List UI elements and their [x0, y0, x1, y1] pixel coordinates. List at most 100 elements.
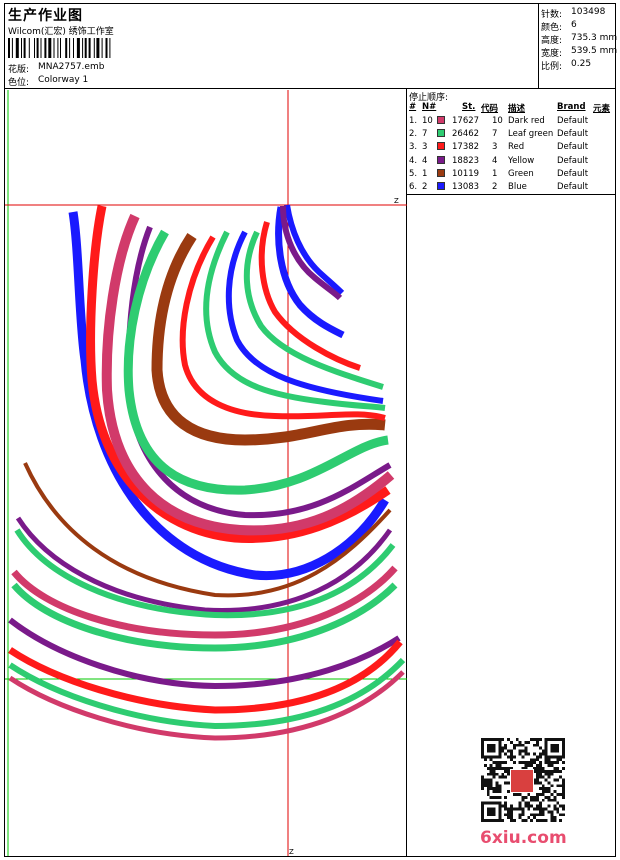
color-code: 10: [492, 116, 503, 126]
stitch-stroke-leaf-green: [123, 229, 389, 495]
stop-row: 2. 7 26462 7 Leaf green Default: [408, 129, 616, 142]
needle-number: 2: [422, 182, 428, 192]
color-swatch: [437, 155, 445, 164]
color-swatch: [437, 142, 445, 151]
col-header-code: 代码: [481, 104, 499, 114]
barcode-bar: [36, 38, 39, 58]
needle-number: 3: [422, 142, 428, 153]
seal-stamp: [510, 769, 534, 793]
table-divider: [406, 194, 616, 195]
thread-brand: Default: [557, 182, 589, 192]
stitch-stroke-leaf-green: [243, 230, 384, 390]
stitch-stroke-dark-red: [8, 670, 405, 741]
stitch-stroke-brown: [23, 462, 392, 598]
color-description: Green: [508, 168, 534, 179]
needle-number: 7: [422, 129, 428, 140]
color-code: 1: [492, 168, 498, 179]
stats-divider: [538, 3, 539, 88]
col-header-n: N#: [422, 102, 437, 112]
guide-mark-bottom: Z: [289, 848, 294, 856]
design-label: 花版:: [8, 65, 30, 75]
barcode-bar: [40, 38, 42, 58]
stat-stitches-label: 针数:: [541, 10, 563, 20]
barcode-bar: [65, 38, 68, 58]
color-swatch: [437, 168, 445, 177]
barcode-bar: [23, 38, 26, 58]
colorway-name: Colorway 1: [38, 75, 89, 85]
barcode-bar: [96, 38, 100, 58]
needle-number: 4: [422, 155, 428, 166]
thread-brand: Default: [557, 142, 589, 153]
thread-brand: Default: [557, 116, 589, 126]
page-title: 生产作业图: [8, 8, 83, 24]
watermark-site: 6xiu.com: [480, 828, 567, 848]
stitch-count: 17382: [452, 142, 480, 153]
barcode-bar: [69, 38, 71, 58]
stop-index: 6.: [409, 182, 418, 192]
stitch-count: 18823: [452, 155, 480, 166]
col-header-hash: #: [409, 102, 417, 112]
col-header-description: 描述: [508, 104, 526, 114]
stat-scale-value: 0.25: [571, 59, 592, 69]
thread-brand: Default: [557, 168, 589, 179]
header-divider: [4, 88, 616, 89]
color-description: Blue: [508, 182, 527, 192]
needle-number: 1: [422, 168, 428, 179]
stitch-stroke-red: [8, 639, 403, 714]
stop-index: 5.: [409, 168, 418, 179]
stitch-stroke-brown: [151, 232, 386, 446]
barcode-bar: [109, 38, 111, 58]
barcode-bar: [73, 38, 74, 58]
stitch-stroke-dark-red: [101, 213, 395, 536]
stop-index: 2.: [409, 129, 418, 140]
barcode-bar: [105, 38, 108, 58]
barcode-bar: [53, 38, 55, 58]
barcode-bar: [57, 38, 59, 58]
barcode-bar: [15, 38, 19, 58]
stitch-count: 17627: [452, 116, 480, 126]
color-code: 7: [492, 129, 498, 140]
stop-row: 5. 1 10119 1 Green Default: [408, 168, 616, 182]
stat-colors-label: 颜色:: [541, 23, 563, 33]
stat-width-value: 539.5 mm: [571, 46, 618, 56]
guide-mark-top: Z: [394, 197, 399, 205]
sheet-frame: [4, 3, 616, 857]
color-description: Leaf green: [508, 129, 554, 140]
stat-stitches-value: 103498: [571, 7, 606, 17]
barcode-bar: [8, 38, 10, 58]
panel-divider: [406, 88, 407, 857]
col-header-element: 元素: [593, 104, 611, 114]
stitch-stroke-blue: [68, 211, 389, 581]
barcode-bar: [82, 38, 84, 58]
stitch-stroke-red: [179, 235, 386, 421]
stitch-stroke-dark-red: [11, 565, 398, 639]
stitch-stroke-red: [258, 221, 361, 371]
barcode-bar: [76, 38, 80, 58]
barcode: [8, 38, 111, 58]
stitch-count: 13083: [452, 182, 480, 192]
color-swatch: [437, 182, 445, 190]
stat-height-label: 高度:: [541, 36, 563, 46]
thread-brand: Default: [557, 129, 589, 140]
barcode-bar: [60, 38, 61, 58]
stop-row: 6. 2 13083 2 Blue Default: [408, 182, 616, 195]
stitch-stroke-leaf-green: [8, 657, 406, 730]
color-code: 3: [492, 142, 498, 153]
color-code: 2: [492, 182, 498, 192]
stitch-stroke-leaf-green: [14, 528, 396, 619]
stat-colors-value: 6: [571, 20, 577, 30]
color-swatch: [437, 116, 445, 124]
barcode-bar: [34, 38, 35, 58]
stitch-stroke-leaf-green: [11, 582, 398, 652]
barcode-bar: [101, 38, 103, 58]
needle-number: 10: [422, 116, 433, 126]
barcode-bar: [28, 38, 30, 58]
thread-brand: Default: [557, 155, 589, 166]
barcode-bar: [84, 38, 87, 58]
stitch-stroke-blue: [275, 206, 345, 339]
col-header-brand: Brand: [557, 102, 586, 112]
stitch-stroke-purple: [280, 205, 343, 301]
color-swatch: [437, 129, 445, 138]
barcode-bar: [11, 38, 13, 58]
stop-row: 3. 3 17382 3 Red Default: [408, 142, 616, 155]
